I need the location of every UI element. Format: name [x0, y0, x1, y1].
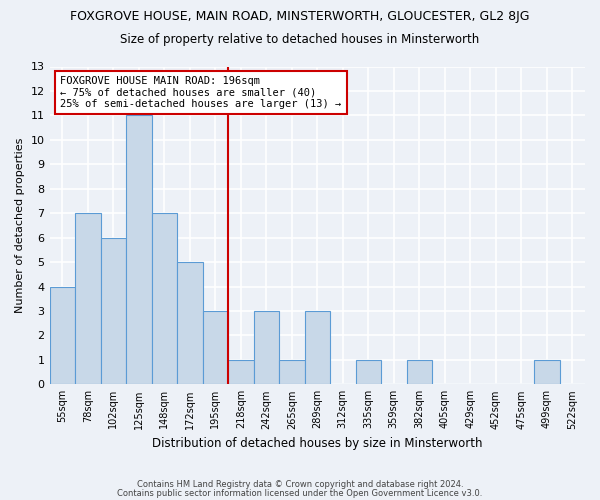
Bar [534, 360, 560, 384]
Bar [305, 311, 330, 384]
Text: FOXGROVE HOUSE, MAIN ROAD, MINSTERWORTH, GLOUCESTER, GL2 8JG: FOXGROVE HOUSE, MAIN ROAD, MINSTERWORTH,… [70, 10, 530, 23]
Bar [126, 116, 152, 384]
Text: FOXGROVE HOUSE MAIN ROAD: 196sqm
← 75% of detached houses are smaller (40)
25% o: FOXGROVE HOUSE MAIN ROAD: 196sqm ← 75% o… [60, 76, 341, 109]
Bar [279, 360, 305, 384]
Bar [203, 311, 228, 384]
Bar [254, 311, 279, 384]
X-axis label: Distribution of detached houses by size in Minsterworth: Distribution of detached houses by size … [152, 437, 482, 450]
Bar [50, 286, 75, 384]
Text: Contains HM Land Registry data © Crown copyright and database right 2024.: Contains HM Land Registry data © Crown c… [137, 480, 463, 489]
Bar [152, 213, 177, 384]
Y-axis label: Number of detached properties: Number of detached properties [15, 138, 25, 313]
Bar [228, 360, 254, 384]
Bar [75, 213, 101, 384]
Bar [101, 238, 126, 384]
Bar [356, 360, 381, 384]
Text: Contains public sector information licensed under the Open Government Licence v3: Contains public sector information licen… [118, 490, 482, 498]
Bar [177, 262, 203, 384]
Text: Size of property relative to detached houses in Minsterworth: Size of property relative to detached ho… [121, 32, 479, 46]
Bar [407, 360, 432, 384]
